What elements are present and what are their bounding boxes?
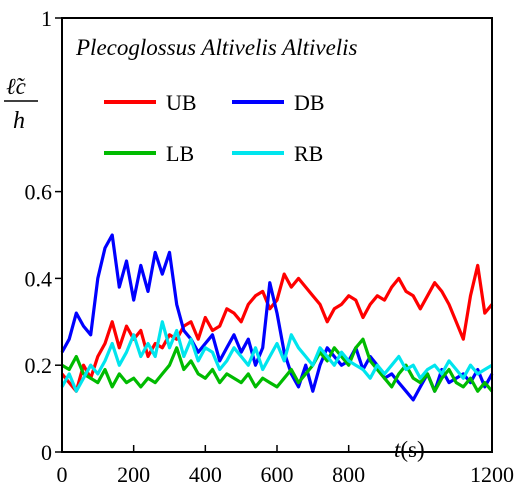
series-line-lb	[61, 337, 494, 393]
legend: UB DB LB RB	[104, 90, 325, 166]
x-tick-label: 200	[117, 462, 150, 487]
plot-lines	[60, 233, 494, 402]
x-axis-label-var: t	[394, 437, 401, 462]
legend-label: UB	[166, 90, 197, 115]
legend-item-rb: RB	[232, 141, 323, 166]
x-axis-label: t(s)	[394, 437, 425, 462]
y-tick-label: 0	[41, 440, 52, 465]
axis-tick-labels: 0 200 400 600 800 1200 0 0.2 0.4 0.6 1	[25, 6, 515, 487]
axis-ticks	[55, 17, 493, 453]
legend-label: RB	[294, 141, 323, 166]
legend-label: DB	[294, 90, 325, 115]
x-tick-label: 800	[332, 462, 365, 487]
x-tick-label: 600	[261, 462, 294, 487]
chart-title: Plecoglossus Altivelis Altivelis	[75, 35, 358, 60]
legend-label: LB	[166, 141, 194, 166]
svg-text:t(s): t(s)	[394, 437, 425, 462]
legend-item-db: DB	[232, 90, 325, 115]
series-line-db	[60, 233, 494, 402]
y-tick-label: 1	[41, 6, 52, 31]
x-tick-label: 400	[189, 462, 222, 487]
legend-item-lb: LB	[104, 141, 194, 166]
x-tick-label: 1200	[470, 462, 514, 487]
y-axis-label: ℓ̃c h	[4, 74, 38, 134]
legend-item-ub: UB	[104, 90, 197, 115]
y-axis-label-denominator: h	[13, 108, 25, 134]
y-tick-label: 0.4	[25, 266, 53, 291]
y-tick-label: 0.2	[25, 353, 53, 378]
x-axis-label-unit: (s)	[400, 437, 424, 462]
y-tick-label: 0.6	[25, 180, 53, 205]
x-tick-label: 0	[57, 462, 68, 487]
series-line-rb	[60, 320, 493, 393]
y-axis-label-numerator: ℓ̃c	[6, 74, 26, 99]
